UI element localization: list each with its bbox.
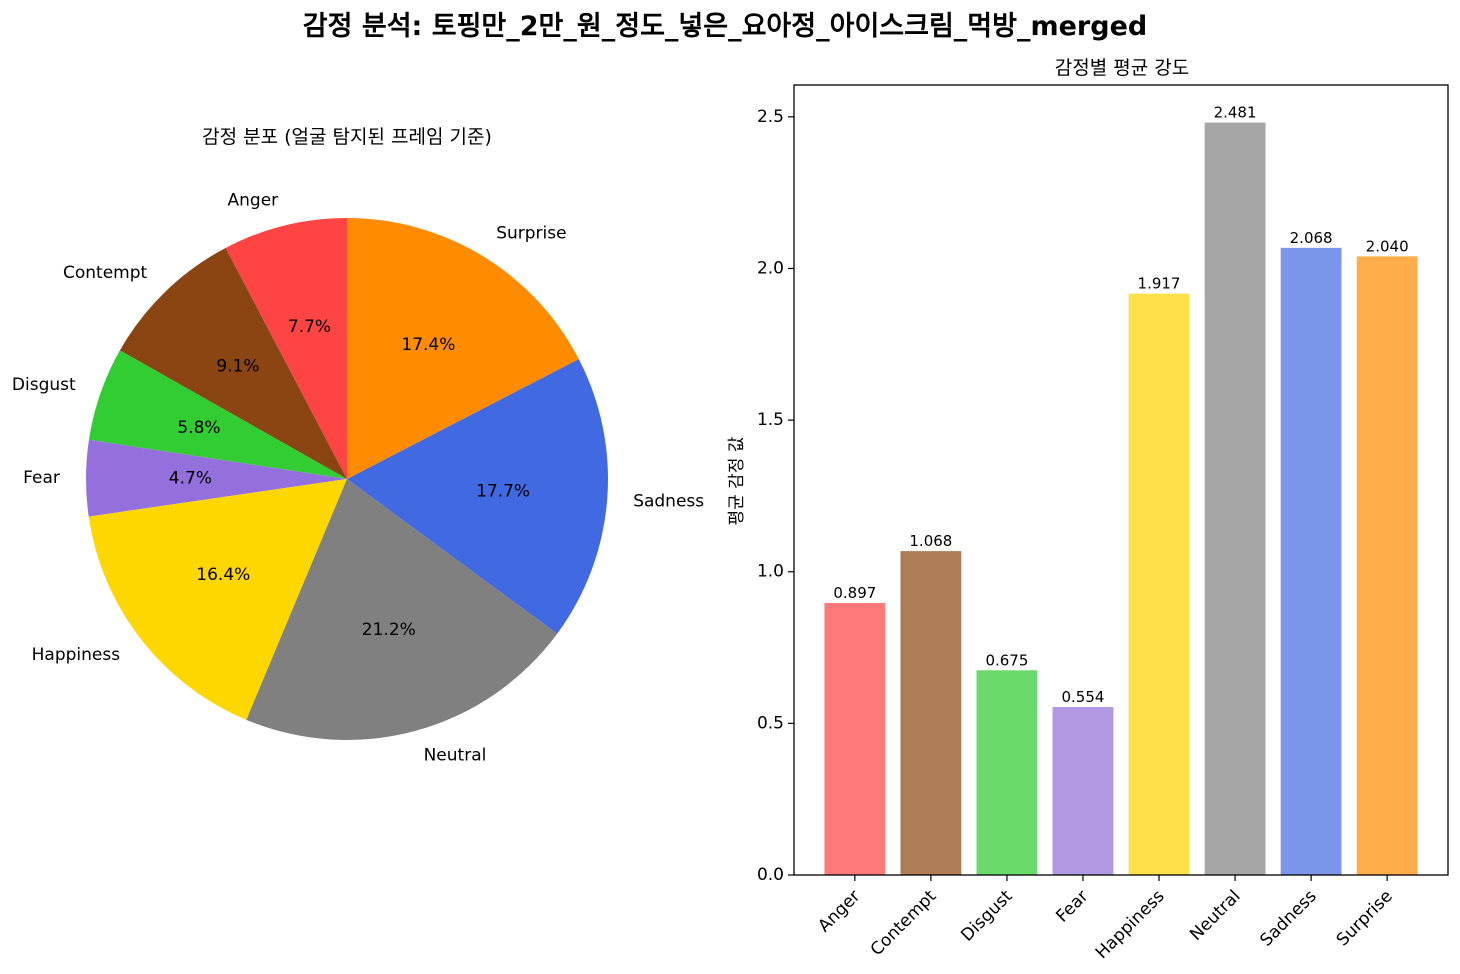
pie-percent-happiness: 16.4%: [196, 565, 250, 585]
pie-percent-sadness: 17.7%: [476, 481, 530, 501]
pie-slice-anger: [225, 218, 347, 479]
pie-slice-contempt: [119, 247, 347, 479]
y-tick-label: 1.0: [757, 562, 784, 582]
pie-percent-fear: 4.7%: [169, 469, 212, 489]
y-tick-label: 0.0: [757, 865, 784, 885]
bar-marks: 0.897 1.068 0.675 0.554 1.917 2.481 2.068 2.040: [824, 104, 1418, 876]
bar-happiness: [1128, 293, 1190, 875]
pie-label-anger: Anger: [228, 190, 279, 210]
bar-fear: [1052, 706, 1114, 875]
y-tick-label: 2.5: [757, 107, 784, 127]
bar-neutral: [1204, 122, 1266, 876]
pie-label-fear: Fear: [23, 468, 60, 488]
bar-value-label-fear: 0.554: [1062, 688, 1105, 706]
x-tick-label-sadness: Sadness: [1256, 886, 1320, 950]
pie-chart-panel: 감정 분포 (얼굴 탐지된 프레임 기준) Anger 7.7% Contempt 9…: [12, 126, 704, 766]
pie-slice-fear: [85, 439, 348, 517]
pie-slice-surprise: [347, 218, 579, 479]
bar-value-label-surprise: 2.040: [1366, 237, 1409, 255]
figure-title: 감정 분석: 토핑만_2만_원_정도_넣은_요아정_아이스크림_먹방_merge…: [303, 11, 1147, 42]
pie-percent-contempt: 9.1%: [216, 357, 259, 377]
bar-plot-frame: [793, 84, 1449, 876]
pie-slice-disgust: [88, 350, 348, 479]
bar-surprise: [1356, 256, 1418, 876]
bar-value-label-disgust: 0.675: [985, 651, 1028, 669]
bar-value-label-anger: 0.897: [833, 584, 876, 602]
bar-chart-title: 감정별 평균 강도: [1055, 57, 1189, 79]
pie-label-surprise: Surprise: [496, 224, 566, 244]
pie-percent-surprise: 17.4%: [401, 335, 455, 355]
x-tick-label-fear: Fear: [1052, 886, 1092, 926]
y-tick-label: 1.5: [757, 410, 784, 430]
bar-chart-panel: 감정별 평균 강도 평균 감정 값 0.897 1.068 0.675 0.554 1.…: [727, 57, 1449, 963]
pie-percent-neutral: 21.2%: [362, 620, 416, 640]
pie-label-contempt: Contempt: [63, 263, 148, 283]
y-tick-label: 2.0: [757, 258, 784, 278]
pie-labels: Anger 7.7% Contempt 9.1% Disgust 5.8% Fear 4.7%…: [12, 190, 704, 765]
bar-value-label-neutral: 2.481: [1214, 104, 1257, 122]
x-tick-label-happiness: Happiness: [1092, 886, 1169, 963]
pie-label-happiness: Happiness: [32, 645, 121, 665]
pie-slices: [85, 218, 609, 741]
bar-y-axis-label: 평균 감정 값: [727, 436, 747, 525]
bar-sadness: [1280, 247, 1342, 876]
y-tick-label: 0.5: [757, 713, 784, 733]
bar-value-label-happiness: 1.917: [1138, 275, 1181, 293]
x-tick-label-anger: Anger: [814, 886, 864, 936]
x-tick-label-disgust: Disgust: [957, 886, 1016, 945]
x-tick-label-contempt: Contempt: [867, 886, 941, 960]
pie-label-sadness: Sadness: [633, 492, 704, 512]
pie-label-neutral: Neutral: [424, 746, 487, 766]
bar-anger: [824, 602, 886, 875]
bar-disgust: [976, 670, 1038, 875]
pie-slice-neutral: [246, 479, 558, 741]
pie-slice-sadness: [347, 359, 609, 634]
bar-value-label-sadness: 2.068: [1290, 229, 1333, 247]
pie-percent-anger: 7.7%: [288, 317, 331, 337]
x-tick-label-surprise: Surprise: [1333, 886, 1397, 950]
bar-contempt: [900, 551, 962, 875]
pie-label-disgust: Disgust: [12, 375, 76, 395]
pie-slice-happiness: [88, 479, 347, 720]
bar-value-label-contempt: 1.068: [909, 532, 952, 550]
x-tick-label-neutral: Neutral: [1186, 886, 1245, 945]
pie-percent-disgust: 5.8%: [177, 418, 220, 438]
pie-chart-title: 감정 분포 (얼굴 탐지된 프레임 기준): [202, 126, 492, 148]
